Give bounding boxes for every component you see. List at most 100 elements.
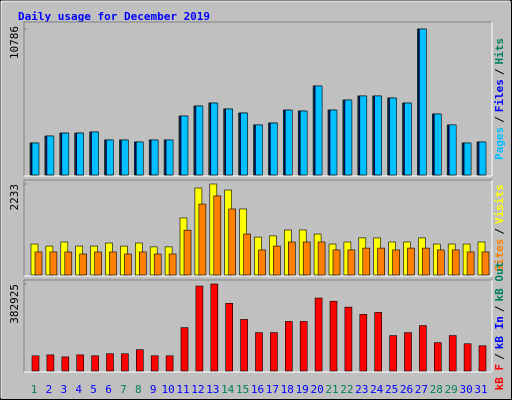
bar bbox=[329, 300, 338, 372]
x-tick-label: 3 bbox=[60, 383, 67, 396]
bar bbox=[374, 312, 383, 372]
x-tick-label: 19 bbox=[296, 383, 309, 396]
x-tick-label: 10 bbox=[161, 383, 174, 396]
bar bbox=[228, 208, 236, 276]
x-tick-label: 27 bbox=[415, 383, 428, 396]
x-tick-label: 7 bbox=[120, 383, 127, 396]
bar bbox=[168, 253, 177, 276]
bar bbox=[463, 142, 472, 176]
x-tick-label: 21 bbox=[325, 383, 338, 396]
x-tick-label: 22 bbox=[340, 383, 353, 396]
y-tick-label: 2233 bbox=[8, 184, 21, 211]
bar bbox=[109, 251, 117, 276]
bar bbox=[273, 245, 281, 276]
bar bbox=[61, 132, 70, 176]
x-tick-label: 12 bbox=[191, 383, 204, 396]
bar bbox=[153, 253, 162, 276]
x-tick-label: 6 bbox=[105, 383, 112, 396]
x-tick-label: 29 bbox=[445, 383, 458, 396]
bar bbox=[183, 229, 192, 276]
bar bbox=[392, 249, 400, 276]
bar bbox=[419, 325, 427, 372]
bar bbox=[287, 241, 296, 276]
bar bbox=[31, 355, 40, 372]
x-tick-label: 17 bbox=[266, 383, 279, 396]
bar bbox=[404, 102, 412, 176]
x-tick-label: 25 bbox=[385, 383, 398, 396]
bar bbox=[302, 241, 311, 276]
bar bbox=[94, 251, 102, 276]
bar bbox=[317, 241, 326, 276]
bar bbox=[91, 355, 99, 372]
bar bbox=[195, 285, 204, 372]
bar bbox=[299, 110, 308, 176]
bar bbox=[76, 132, 84, 176]
x-tick-label: 1 bbox=[31, 383, 38, 396]
bar bbox=[344, 99, 353, 176]
x-tick-label: 30 bbox=[459, 383, 472, 396]
bar bbox=[448, 335, 457, 372]
x-tick-label: 5 bbox=[90, 383, 97, 396]
bar bbox=[225, 302, 233, 372]
x-tick-label: 20 bbox=[310, 383, 323, 396]
legend-separator: / bbox=[493, 228, 506, 235]
x-tick-label: 15 bbox=[236, 383, 249, 396]
bar bbox=[404, 332, 412, 372]
bar bbox=[198, 203, 207, 276]
bar bbox=[407, 247, 415, 276]
bar bbox=[121, 353, 129, 372]
bar bbox=[243, 233, 251, 276]
bar bbox=[255, 124, 263, 176]
legend-separator: / bbox=[493, 305, 506, 312]
legend-entry: kB F bbox=[493, 364, 506, 391]
bar bbox=[481, 251, 490, 276]
bar bbox=[180, 115, 189, 176]
bar bbox=[419, 28, 427, 176]
bar bbox=[195, 105, 204, 176]
bar bbox=[180, 327, 189, 372]
bar bbox=[436, 249, 445, 276]
bar bbox=[31, 142, 40, 176]
bar bbox=[46, 354, 55, 372]
x-tick-label: 16 bbox=[251, 383, 264, 396]
bar bbox=[240, 112, 248, 176]
bar bbox=[258, 249, 266, 276]
x-tick-label: 31 bbox=[474, 383, 487, 396]
legend-entry: kB In bbox=[493, 316, 506, 349]
bar bbox=[433, 342, 442, 372]
bar bbox=[61, 356, 70, 372]
bar bbox=[76, 354, 84, 372]
bar bbox=[240, 319, 248, 372]
legend-separator: / bbox=[493, 116, 506, 123]
bar bbox=[210, 283, 219, 372]
chart-title: Daily usage for December 2019 bbox=[18, 10, 210, 23]
bar bbox=[448, 124, 457, 176]
x-tick-label: 26 bbox=[400, 383, 413, 396]
bar bbox=[433, 113, 442, 176]
y-tick-label: 382925 bbox=[8, 284, 21, 324]
x-tick-label: 24 bbox=[370, 383, 384, 396]
bar bbox=[359, 95, 368, 176]
x-tick-label: 23 bbox=[355, 383, 368, 396]
x-tick-label: 4 bbox=[75, 383, 82, 396]
bar bbox=[329, 109, 338, 176]
legend-separator: / bbox=[493, 353, 506, 360]
bar bbox=[422, 247, 430, 276]
bar bbox=[150, 355, 159, 372]
bar bbox=[332, 249, 341, 276]
bar bbox=[139, 251, 147, 276]
bar bbox=[377, 247, 386, 276]
bar bbox=[165, 355, 174, 372]
x-tick-label: 13 bbox=[206, 383, 219, 396]
legend-entry: Hits bbox=[493, 38, 506, 65]
x-tick-label: 28 bbox=[430, 383, 443, 396]
bar bbox=[451, 249, 460, 276]
bar bbox=[299, 321, 308, 372]
bar bbox=[225, 108, 233, 176]
legend-entry: Pages bbox=[493, 127, 506, 160]
bar bbox=[136, 349, 144, 372]
bar bbox=[478, 141, 487, 176]
bar bbox=[34, 251, 43, 276]
bar bbox=[91, 131, 99, 176]
bar bbox=[106, 353, 114, 372]
